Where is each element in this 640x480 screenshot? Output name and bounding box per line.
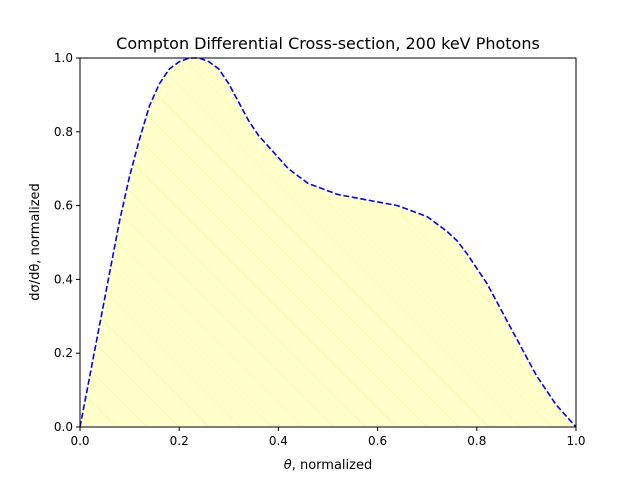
x-tick-label: 0.4 — [269, 434, 288, 448]
x-tick-label: 1.0 — [566, 434, 585, 448]
x-axis-label-text: , normalized — [292, 458, 373, 473]
x-tick-label: 0.2 — [170, 434, 189, 448]
x-axis-label: θ, normalized — [284, 458, 372, 473]
y-axis: 0.0 0.2 0.4 0.6 0.8 1.0 — [54, 51, 80, 434]
x-tick-label: 0.8 — [467, 434, 486, 448]
y-axis-label: dσ/dθ, normalized — [28, 183, 43, 301]
area-fill-series-0 — [80, 58, 576, 427]
y-tick-label: 0.6 — [54, 199, 73, 213]
x-axis-label-symbol: θ — [284, 458, 292, 473]
y-tick-label: 0.0 — [54, 420, 73, 434]
y-tick-label: 1.0 — [54, 51, 73, 65]
y-tick-label: 0.8 — [54, 125, 73, 139]
curve-series-0 — [79, 57, 577, 428]
plot-frame — [79, 57, 577, 428]
chart-title: Compton Differential Cross-section, 200 … — [116, 34, 540, 53]
y-tick-label: 0.4 — [54, 272, 73, 286]
x-tick-label: 0.6 — [368, 434, 387, 448]
x-tick-label: 0.0 — [70, 434, 89, 448]
x-axis: 0.0 0.2 0.4 0.6 0.8 1.0 — [70, 427, 586, 448]
plot-area — [79, 57, 577, 428]
y-tick-label: 0.2 — [54, 346, 73, 360]
